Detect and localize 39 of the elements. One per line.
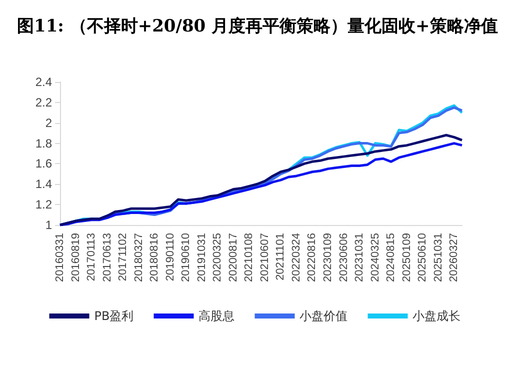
x-tick-label: 20240325 (369, 233, 382, 282)
x-tick-label: 20220816 (306, 233, 318, 282)
x-tick-label: 20180816 (148, 233, 161, 282)
x-tick-label: 20250109 (400, 233, 413, 282)
y-tick-label: 2 (45, 116, 52, 130)
y-tick-label: 2.2 (35, 95, 52, 110)
x-tick-label: 20220324 (290, 233, 302, 282)
y-tick-label: 1.8 (35, 136, 52, 150)
y-tick-label: 1.6 (35, 156, 52, 171)
legend-label: 高股息 (198, 309, 235, 323)
chart-title: 图11: （不择时+20/80 月度再平衡策略）量化固收+策略净值 (17, 16, 498, 36)
x-tick-label: 20170113 (86, 233, 98, 282)
legend-label: PB盈利 (94, 309, 134, 323)
x-tick-label: 20170613 (101, 233, 114, 282)
x-tick-label: 20200325 (212, 233, 224, 282)
x-tick-label: 20190610 (180, 233, 192, 282)
x-tick-label: 20210108 (243, 233, 256, 282)
legend-label: 小盘价值 (300, 309, 348, 323)
x-tick-label: 20251031 (432, 233, 444, 282)
x-tick-label: 20160331 (54, 233, 66, 282)
x-tick-label: 20211101 (274, 233, 287, 280)
x-tick-label: 20171102 (117, 233, 130, 282)
x-tick-label: 20210607 (258, 233, 271, 282)
x-tick-label: 20230606 (338, 233, 350, 282)
x-tick-label: 20180327 (132, 233, 145, 282)
x-tick-label: 20250610 (416, 233, 429, 282)
x-tick-label: 20190110 (164, 233, 176, 282)
x-tick-label: 20191031 (196, 233, 208, 282)
legend-label: 小盘成长 (412, 309, 461, 323)
y-tick-label: 1.2 (35, 198, 52, 212)
x-tick-label: 20240815 (385, 233, 398, 282)
y-tick-label: 1 (45, 218, 52, 232)
x-tick-label: 20160819 (70, 233, 82, 282)
x-tick-label: 20230109 (322, 233, 334, 282)
y-tick-label: 2.4 (35, 75, 52, 89)
x-tick-label: 20260327 (448, 233, 460, 282)
x-tick-label: 20231031 (354, 233, 366, 282)
x-tick-label: 20200817 (227, 233, 240, 282)
y-tick-label: 1.4 (35, 177, 52, 192)
